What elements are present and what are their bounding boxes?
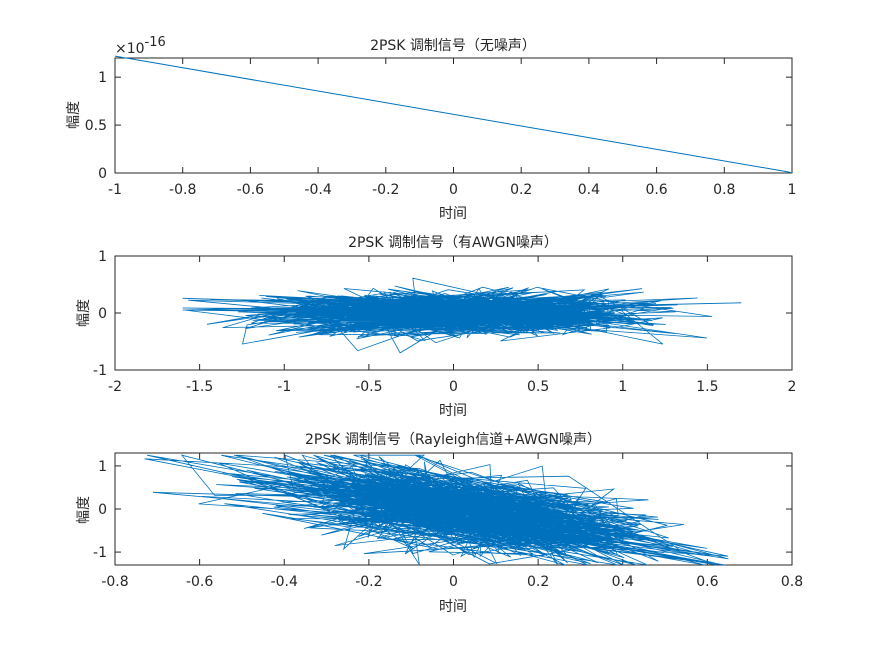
subplot-2-title: 2PSK 调制信号（有AWGN噪声）	[348, 235, 558, 251]
x-tick-label: 0	[449, 574, 458, 590]
y-tick-label: 0	[98, 166, 107, 182]
y-multiplier-base: ×10	[115, 41, 145, 57]
subplot-3-xlabel: 时间	[439, 599, 467, 615]
x-tick-label: -0.8	[169, 182, 196, 198]
x-tick-label: 0.6	[645, 182, 667, 198]
subplot-3-y-ticks: -1 0 1	[93, 459, 792, 561]
subplot-1-x-ticks: -1 -0.8 -0.6 -0.4 -0.2 0 0.2 0.4 0.6 0.8 1	[108, 58, 796, 198]
x-tick-label: 0.4	[612, 574, 634, 590]
subplot-3-ylabel: 幅度	[76, 496, 92, 524]
subplot-1-xlabel: 时间	[439, 206, 467, 222]
subplot-1-ylabel: 幅度	[66, 101, 82, 129]
subplot-1-title: 2PSK 调制信号（无噪声）	[370, 38, 536, 54]
x-tick-label: 1.5	[696, 379, 718, 395]
y-tick-label: 0	[98, 502, 107, 518]
x-tick-label: 0.8	[781, 574, 803, 590]
x-tick-label: 2	[788, 379, 797, 395]
y-tick-label: 0.5	[85, 118, 107, 134]
subplot-2-x-ticks: -2 -1.5 -1 -0.5 0 0.5 1 1.5 2	[108, 256, 796, 395]
subplot-2: 2PSK 调制信号（有AWGN噪声） -2 -1.5 -1 -0.5 0 0.5 1 1.5 2…	[76, 235, 796, 419]
x-tick-label: -0.6	[237, 182, 264, 198]
x-tick-label: 1	[618, 379, 627, 395]
x-tick-label: -0.4	[271, 574, 298, 590]
x-tick-label: 0	[449, 379, 458, 395]
subplot-1-y-multiplier: ×10-16	[115, 35, 166, 57]
subplot-3-x-ticks: -0.8 -0.6 -0.4 -0.2 0 0.2 0.4 0.6 0.8	[101, 453, 803, 590]
x-tick-label: 0.2	[527, 574, 549, 590]
x-tick-label: 0.8	[713, 182, 735, 198]
subplot-2-y-ticks: -1 0 1	[93, 249, 792, 379]
x-tick-label: 0.4	[578, 182, 600, 198]
subplot-2-ylabel: 幅度	[76, 299, 92, 327]
x-tick-label: 0.2	[510, 182, 532, 198]
x-tick-label: -0.4	[304, 182, 331, 198]
subplot-2-series-line	[182, 277, 742, 354]
x-tick-label: 0.5	[527, 379, 549, 395]
y-tick-label: 1	[98, 70, 107, 86]
x-tick-label: -1	[108, 182, 122, 198]
x-tick-label: -0.6	[186, 574, 213, 590]
x-tick-label: -1	[277, 379, 291, 395]
y-tick-label: 1	[98, 249, 107, 265]
x-tick-label: 1	[788, 182, 797, 198]
subplot-1-series-line	[114, 55, 793, 174]
x-tick-label: -0.2	[372, 182, 399, 198]
subplot-1: 2PSK 调制信号（无噪声） -1 -0.8 -0.6 -0.4 -0.2 0 0.2 0.4…	[66, 35, 796, 222]
x-tick-label: -0.2	[355, 574, 382, 590]
x-tick-label: -0.5	[355, 379, 382, 395]
y-tick-label: -1	[93, 545, 107, 561]
x-tick-label: 0	[449, 182, 458, 198]
x-tick-label: -0.8	[101, 574, 128, 590]
subplot-2-xlabel: 时间	[439, 403, 467, 419]
y-tick-label: 0	[98, 306, 107, 322]
y-multiplier-exponent: -16	[145, 35, 166, 50]
subplot-3-series-line	[144, 454, 729, 566]
x-tick-label: 0.6	[696, 574, 718, 590]
subplot-3: 2PSK 调制信号（Rayleigh信道+AWGN噪声） -0.8 -0.6 -0.…	[76, 432, 803, 615]
subplot-3-title: 2PSK 调制信号（Rayleigh信道+AWGN噪声）	[305, 432, 601, 448]
y-tick-label: -1	[93, 363, 107, 379]
x-tick-label: -2	[108, 379, 122, 395]
x-tick-label: -1.5	[186, 379, 213, 395]
y-tick-label: 1	[98, 459, 107, 475]
